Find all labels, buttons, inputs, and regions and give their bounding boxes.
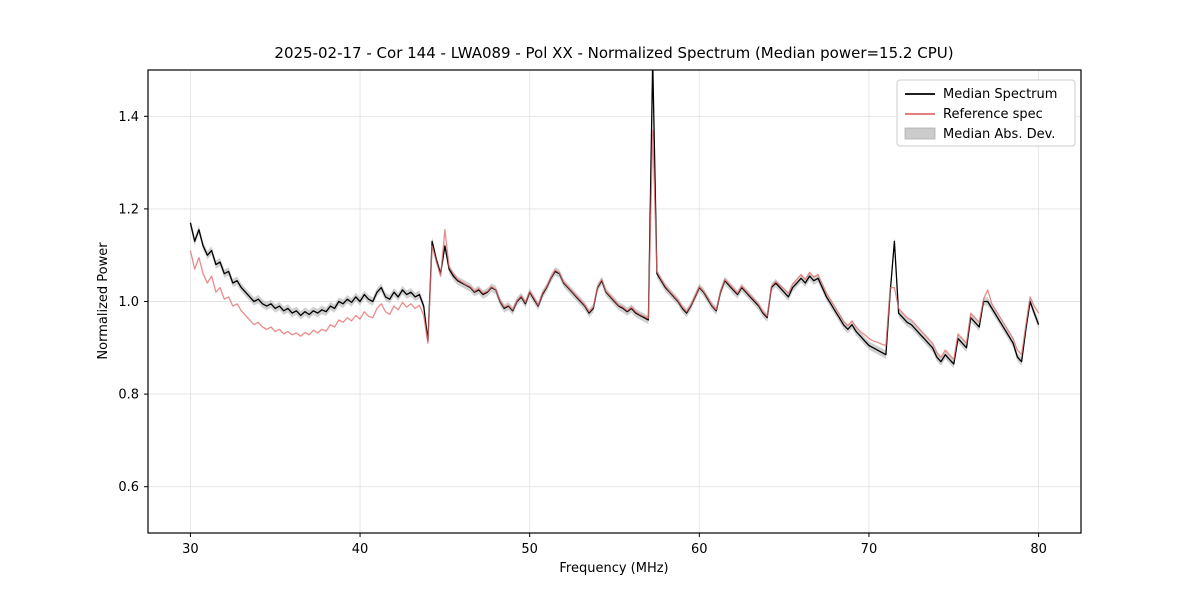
y-tick-label: 1.2 — [118, 202, 139, 217]
x-tick-label: 70 — [861, 542, 878, 557]
y-tick-label: 1.4 — [118, 110, 139, 125]
mad-band-patch-sample — [904, 127, 936, 140]
y-tick-label: 1.0 — [118, 295, 139, 310]
x-tick-label: 40 — [352, 542, 369, 557]
legend-item-median-abs-dev: Median Abs. Dev. — [904, 127, 1055, 142]
legend-label-median-abs-dev: Median Abs. Dev. — [943, 127, 1055, 142]
legend-item-median-spectrum: Median Spectrum — [905, 87, 1057, 102]
legend: Median Spectrum Reference spec Median Ab… — [896, 79, 1076, 147]
y-axis-label: Normalized Power — [96, 242, 111, 360]
axis-ticks: 30 40 50 60 70 80 0.6 0.8 1.0 1.2 1.4 — [118, 110, 1047, 557]
x-tick-label: 30 — [182, 542, 199, 557]
y-tick-label: 0.6 — [118, 480, 139, 495]
x-axis-label: Frequency (MHz) — [559, 561, 668, 576]
series-lines — [189, 70, 1040, 365]
y-tick-label: 0.8 — [118, 388, 139, 403]
axes-frame — [147, 69, 1082, 534]
legend-label-median-spectrum: Median Spectrum — [943, 87, 1057, 102]
reference-spec-line — [189, 129, 1040, 361]
x-tick-label: 50 — [521, 542, 538, 557]
chart-title: 2025-02-17 - Cor 144 - LWA089 - Pol XX -… — [274, 44, 953, 62]
x-tick-label: 80 — [1030, 542, 1047, 557]
x-tick-label: 60 — [691, 542, 708, 557]
legend-item-reference-spec: Reference spec — [905, 107, 1043, 122]
legend-label-reference-spec: Reference spec — [943, 107, 1043, 122]
legend-box — [896, 79, 1076, 147]
